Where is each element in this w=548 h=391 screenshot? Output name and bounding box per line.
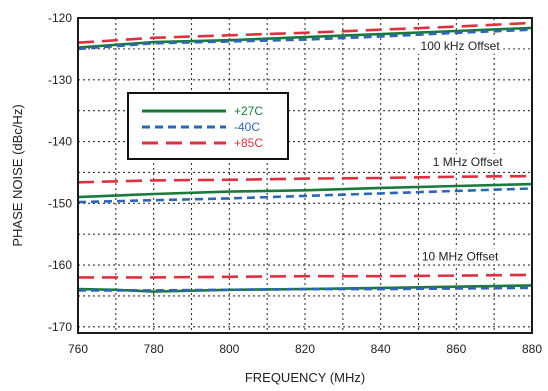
y-tick-label: -160 xyxy=(48,258,72,272)
y-tick-label: -140 xyxy=(48,135,72,149)
legend: +27C -40C +85C xyxy=(127,92,289,160)
annotation-background xyxy=(429,153,507,170)
offset-annotations: 100 kHz Offset 1 MHz Offset 10 MHz Offset xyxy=(417,37,507,265)
offset-annotation: 100 kHz Offset xyxy=(417,37,504,54)
y-tick-label: -130 xyxy=(48,73,72,87)
series-lines xyxy=(77,21,533,293)
offset-annotation: 10 MHz Offset xyxy=(418,248,503,265)
x-tick-label: 880 xyxy=(522,342,542,356)
annotation-background xyxy=(417,37,504,54)
x-axis-title: FREQUENCY (MHz) xyxy=(245,370,365,385)
series-line xyxy=(77,28,533,51)
series-line xyxy=(78,286,533,292)
x-tick-label: 760 xyxy=(68,342,88,356)
series-line xyxy=(77,182,533,199)
series-line xyxy=(77,21,533,44)
y-tick-label: -150 xyxy=(48,196,72,210)
legend-label: +27C xyxy=(234,104,263,118)
series-line xyxy=(77,26,533,49)
x-tick-label: 820 xyxy=(295,342,315,356)
x-tick-label: 780 xyxy=(144,342,164,356)
series-line xyxy=(77,187,533,204)
offset-label: 100 kHz Offset xyxy=(421,39,501,53)
y-tick-label: -120 xyxy=(48,11,72,25)
series-line xyxy=(78,273,533,279)
legend-label: -40C xyxy=(234,120,260,134)
x-tick-label: 840 xyxy=(371,342,391,356)
offset-label: 10 MHz Offset xyxy=(422,249,499,263)
plot-frame xyxy=(77,17,533,334)
x-tick-label: 860 xyxy=(446,342,466,356)
axis-ticks: 760 780 800 820 840 860 880 -120 -130 -140 -150 -16… xyxy=(48,11,542,356)
offset-label: 1 MHz Offset xyxy=(433,155,503,169)
annotation-background xyxy=(418,248,503,265)
series-line xyxy=(77,174,533,184)
legend-label: +85C xyxy=(234,136,263,150)
y-tick-label: -170 xyxy=(48,320,72,334)
x-tick-label: 800 xyxy=(219,342,239,356)
offset-annotation: 1 MHz Offset xyxy=(429,153,507,170)
y-axis-title: PHASE NOISE (dBc/Hz) xyxy=(10,104,25,246)
